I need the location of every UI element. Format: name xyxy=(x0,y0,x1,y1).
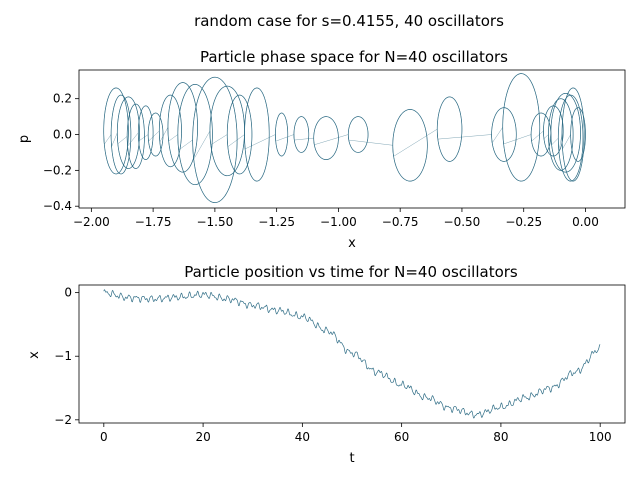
position-time-xtick-label: 20 xyxy=(195,430,210,444)
position-time-xtick-label: 80 xyxy=(493,430,508,444)
position-time-ytick-label: −2 xyxy=(54,413,72,427)
phase-space-ticks: −2.00 −1.75 −1.50 −1.25 −1.00 −0.75 −0.50 −0.25… xyxy=(43,92,599,229)
position-time-title: Particle position vs time for N=40 oscil… xyxy=(184,263,518,281)
phase-space-xtick-label: −1.75 xyxy=(135,215,172,229)
phase-space-xlabel: x xyxy=(348,236,356,251)
position-time-ytick-label: −1 xyxy=(54,349,72,363)
phase-space-xtick-label: −1.25 xyxy=(258,215,295,229)
phase-space-ytick-label: 0.0 xyxy=(53,128,72,142)
phase-space-trajectory xyxy=(103,73,586,203)
phase-space-plot-area xyxy=(103,73,586,203)
phase-space-ytick-label: −0.4 xyxy=(43,199,72,213)
position-time-ytick-label: 0 xyxy=(64,286,72,300)
phase-space-ytick-label: 0.2 xyxy=(53,92,72,106)
phase-space-xtick-label: −0.75 xyxy=(382,215,419,229)
figure-suptitle: random case for s=0.4155, 40 oscillators xyxy=(194,12,504,30)
phase-space-xtick-label: −1.50 xyxy=(196,215,233,229)
position-time-series-line xyxy=(103,289,601,419)
phase-space-xtick-label: −2.00 xyxy=(73,215,110,229)
phase-space-xtick-label: 0.00 xyxy=(572,215,599,229)
position-time-xlabel: t xyxy=(349,451,354,466)
phase-space-title: Particle phase space for N=40 oscillator… xyxy=(200,48,508,66)
phase-space-frame xyxy=(78,69,626,209)
position-time-xtick-label: 60 xyxy=(394,430,409,444)
position-time-ylabel: x xyxy=(27,351,42,359)
phase-space-xtick-label: −0.50 xyxy=(444,215,481,229)
phase-space-ytick-label: −0.2 xyxy=(43,163,72,177)
phase-space-ylabel: p xyxy=(17,135,32,143)
phase-space-axes: Particle phase space for N=40 oscillator… xyxy=(17,48,626,251)
position-time-xtick-label: 100 xyxy=(589,430,612,444)
phase-space-xtick-label: −1.00 xyxy=(320,215,357,229)
phase-space-xtick-label: −0.25 xyxy=(505,215,542,229)
phase-space-series xyxy=(103,73,586,203)
position-time-xtick-label: 0 xyxy=(100,430,108,444)
position-time-plot-area xyxy=(103,289,601,419)
position-time-axes: Particle position vs time for N=40 oscil… xyxy=(27,263,626,466)
position-time-ticks: 0 20 40 60 80 100 −2 −1 0 xyxy=(54,286,611,444)
position-time-frame xyxy=(78,284,626,424)
position-time-xtick-label: 40 xyxy=(295,430,310,444)
